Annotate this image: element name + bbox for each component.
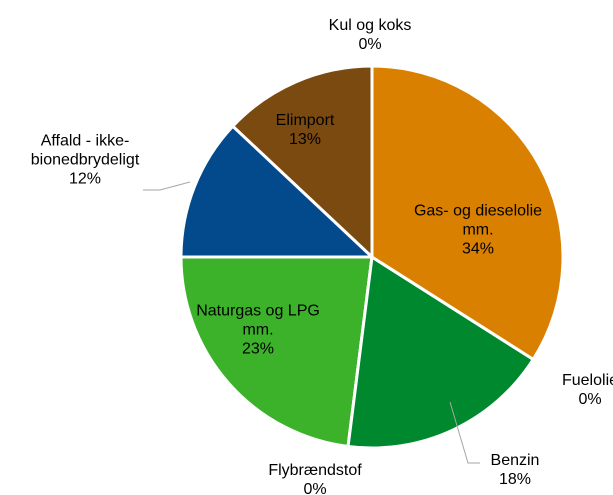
value-label: 12%	[68, 170, 102, 188]
category-label: Naturgas og LPG mm.	[196, 302, 320, 339]
value-label: 18%	[498, 471, 532, 488]
pie-slice	[179, 124, 376, 259]
value-label: 13%	[288, 131, 322, 148]
category-label: Flybrændstof	[268, 462, 362, 479]
data-label: Gas- og dieselolie mm. 34%	[403, 202, 553, 259]
data-label: Kul og koks 0%	[310, 16, 430, 54]
category-label: Benzin	[490, 452, 540, 469]
value-label: 0%	[358, 36, 382, 53]
value-label: 34%	[461, 240, 495, 258]
pie-slice	[370, 64, 565, 362]
value-label: 0%	[578, 391, 602, 408]
data-label: Benzin 18%	[475, 451, 555, 489]
pie-slice	[230, 64, 374, 261]
category-label: Elimport	[275, 112, 335, 129]
category-label: Fuelolie	[561, 372, 613, 389]
pie-slice	[346, 254, 536, 450]
value-label: 0%	[303, 481, 327, 495]
data-label: Affald - ikke-bionedbrydeligt 12%	[0, 132, 170, 189]
data-label: Fuelolie 0%	[550, 371, 613, 409]
data-label: Flybrændstof 0%	[245, 461, 385, 495]
category-label: Gas- og dieselolie mm.	[413, 202, 543, 239]
data-label: Elimport 13%	[260, 111, 350, 149]
leader-line	[143, 181, 191, 191]
category-label: Affald - ikke-bionedbrydeligt	[30, 132, 140, 169]
data-label: Naturgas og LPG mm. 23%	[193, 302, 323, 359]
leader-line	[449, 401, 480, 464]
value-label: 23%	[241, 340, 275, 358]
pie-slice	[179, 255, 374, 449]
category-label: Kul og koks	[328, 17, 412, 34]
